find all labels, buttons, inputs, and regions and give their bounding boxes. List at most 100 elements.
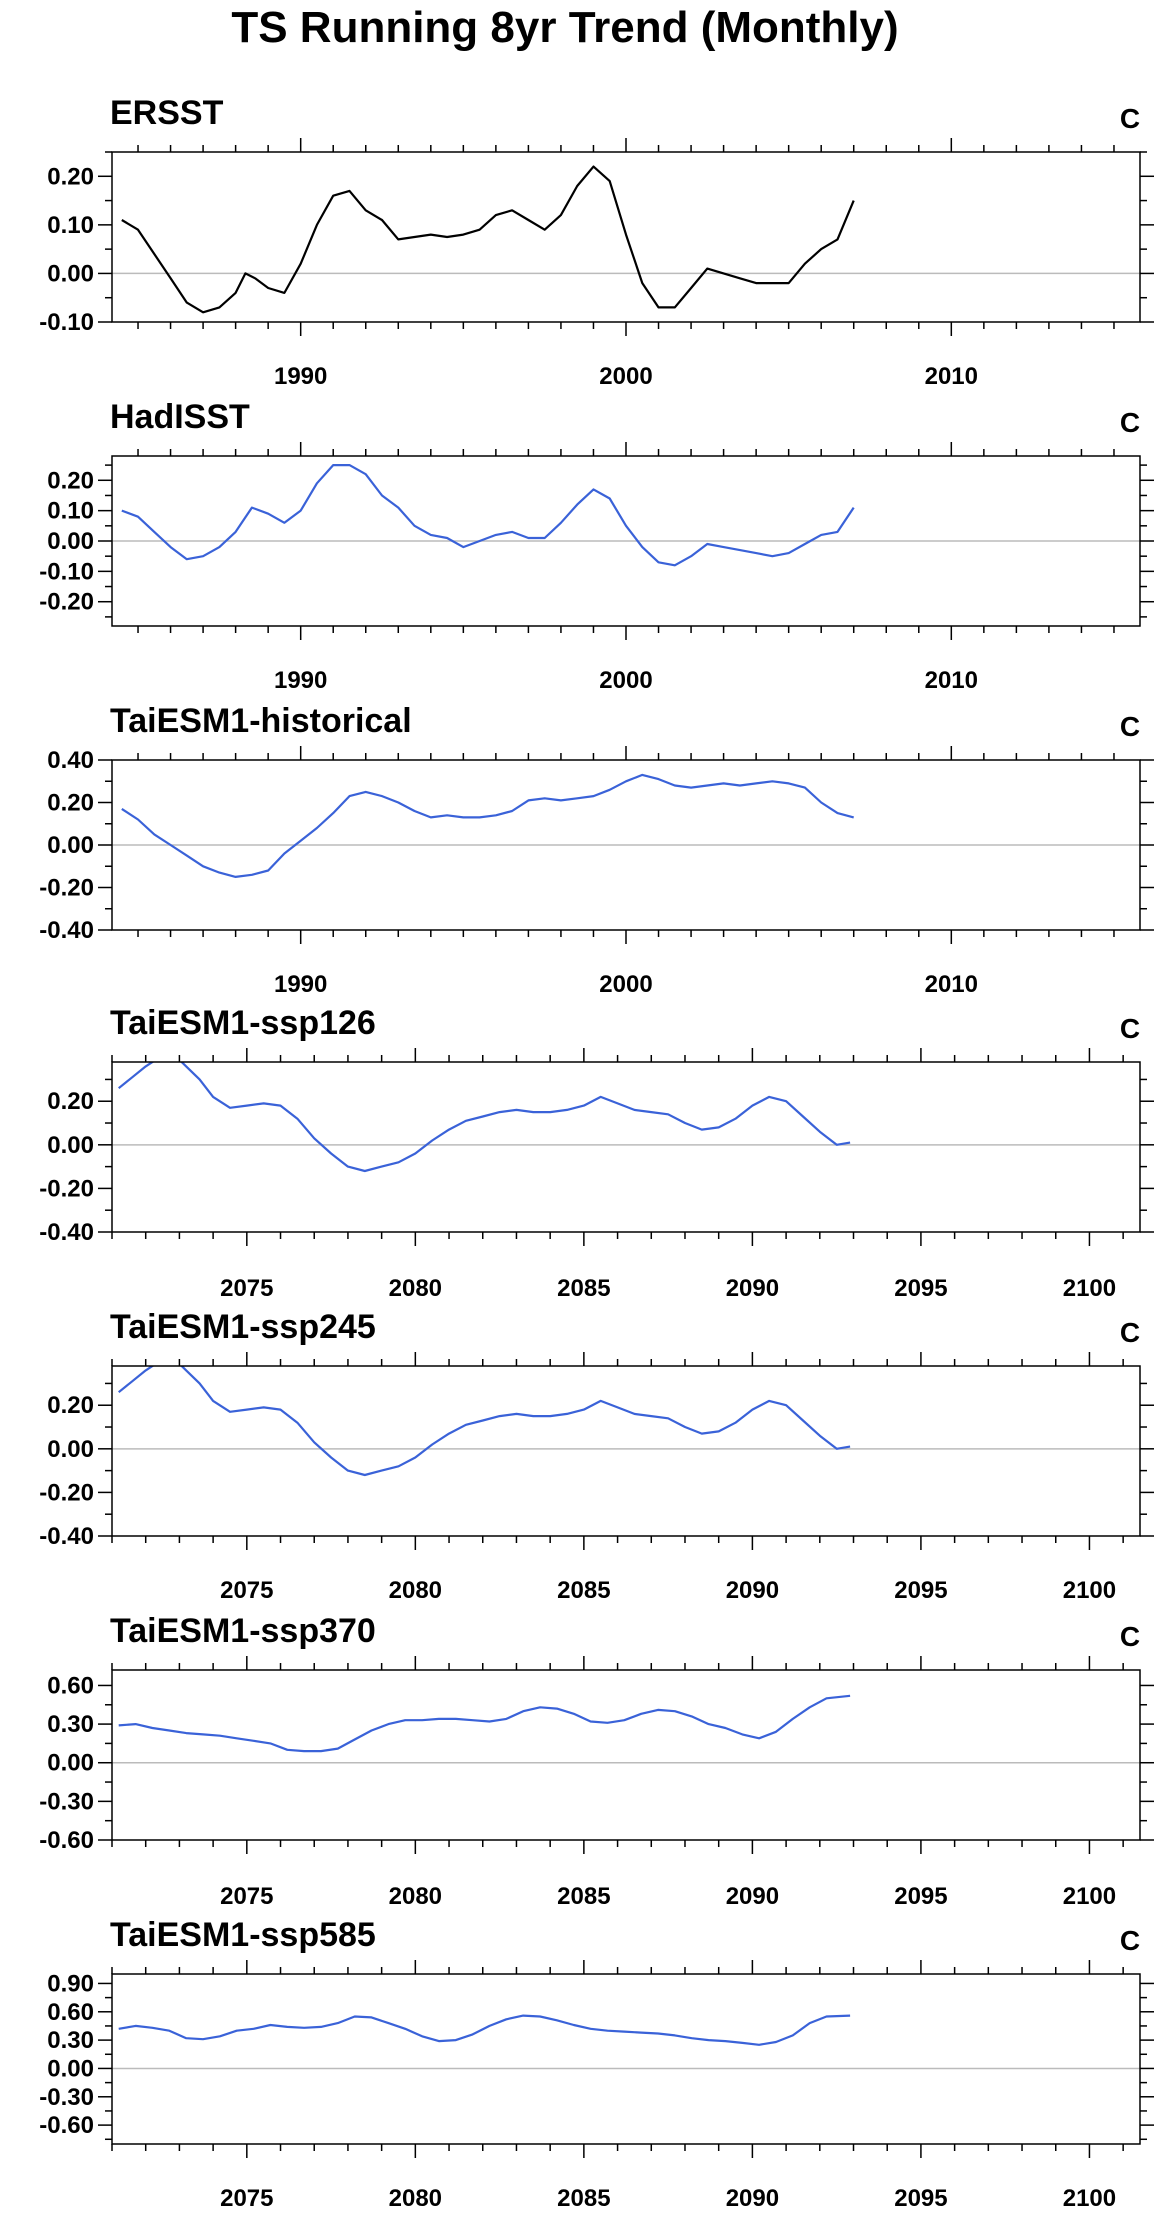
series-line [118, 1694, 851, 1753]
plot-frame [111, 1365, 1141, 1537]
plot-frame [111, 1669, 1141, 1841]
y-tick-label: 0.20 [47, 467, 94, 494]
series-line [118, 2014, 851, 2046]
panel-1: ERSST C 1990 2000 2010 -0.10 0.00 0.10 0.20 [39, 94, 1154, 390]
y-tick-label: 0.00 [47, 1132, 94, 1159]
x-tick-label: 2090 [726, 1275, 779, 1302]
y-tick-label: -0.10 [39, 558, 94, 585]
panel-title: TaiESM1-historical [110, 702, 412, 740]
x-tick-label: 1990 [274, 363, 327, 390]
x-tick-label: 2090 [726, 1577, 779, 1604]
x-tick-label: 2080 [389, 2185, 442, 2212]
x-tick-label: 2100 [1063, 2185, 1116, 2212]
y-tick-label: -0.40 [39, 1523, 94, 1550]
plot-frame [111, 1973, 1141, 2145]
plot-frame [111, 151, 1141, 323]
y-tick-label: 0.40 [47, 747, 94, 774]
panel-3: TaiESM1-historical C 1990 2000 2010 -0.40 -0.2… [39, 702, 1154, 998]
series-line [121, 165, 855, 314]
y-tick-label: -0.10 [39, 309, 94, 336]
x-tick-label: 2095 [894, 1883, 947, 1910]
units-label: C [1120, 711, 1140, 742]
y-tick-label: -0.40 [39, 1219, 94, 1246]
x-tick-label: 2075 [220, 1883, 273, 1910]
y-tick-label: 0.30 [47, 1711, 94, 1738]
x-tick-label: 2095 [894, 1275, 947, 1302]
series-line [121, 464, 855, 567]
x-tick-label: 2000 [599, 363, 652, 390]
y-tick-label: -0.20 [39, 1175, 94, 1202]
units-label: C [1120, 1013, 1140, 1044]
x-tick-label: 2085 [557, 1275, 610, 1302]
figure-title: TS Running 8yr Trend (Monthly) [231, 3, 898, 52]
series-line [118, 1062, 851, 1173]
panel-6: TaiESM1-ssp370 C 2075 2080 2085 2090 2095 2100 -… [39, 1612, 1154, 1910]
y-tick-label: -0.20 [39, 1479, 94, 1506]
series-line [118, 1366, 851, 1477]
panel-title: TaiESM1-ssp585 [110, 1916, 376, 1954]
x-tick-label: 2085 [557, 1577, 610, 1604]
units-label: C [1120, 1925, 1140, 1956]
panel-2: HadISST C 1990 2000 2010 -0.20 -0.10 0.00 0.10 0.… [39, 398, 1154, 694]
x-tick-label: 2080 [389, 1577, 442, 1604]
x-tick-label: 1990 [274, 971, 327, 998]
x-tick-label: 2010 [925, 971, 978, 998]
panel-title: TaiESM1-ssp245 [110, 1308, 376, 1346]
y-tick-label: -0.30 [39, 1788, 94, 1815]
panel-title: ERSST [110, 94, 224, 132]
y-tick-label: 0.10 [47, 212, 94, 239]
y-tick-label: 0.60 [47, 1999, 94, 2026]
panel-4: TaiESM1-ssp126 C 2075 2080 2085 2090 2095 2100 -… [39, 1004, 1154, 1302]
y-tick-label: -0.60 [39, 2112, 94, 2139]
x-tick-label: 2075 [220, 2185, 273, 2212]
units-label: C [1120, 1621, 1140, 1652]
y-tick-label: 0.90 [47, 1970, 94, 1997]
units-label: C [1120, 1317, 1140, 1348]
y-tick-label: -0.60 [39, 1827, 94, 1854]
panel-title: TaiESM1-ssp370 [110, 1612, 376, 1650]
y-tick-label: 0.20 [47, 1392, 94, 1419]
y-tick-label: -0.20 [39, 589, 94, 616]
y-tick-label: 0.00 [47, 832, 94, 859]
y-tick-label: 0.10 [47, 498, 94, 525]
y-tick-label: 0.60 [47, 1672, 94, 1699]
y-tick-label: -0.20 [39, 875, 94, 902]
x-tick-label: 2090 [726, 2185, 779, 2212]
x-tick-label: 2000 [599, 971, 652, 998]
panel-title: HadISST [110, 398, 250, 436]
y-tick-label: 0.20 [47, 790, 94, 817]
y-tick-label: 0.30 [47, 2027, 94, 2054]
y-tick-label: 0.00 [47, 1750, 94, 1777]
x-tick-label: 2095 [894, 1577, 947, 1604]
plot-frame [111, 1061, 1141, 1233]
x-tick-label: 2010 [925, 363, 978, 390]
x-tick-label: 2000 [599, 667, 652, 694]
y-tick-label: 0.00 [47, 1436, 94, 1463]
y-tick-label: 0.00 [47, 528, 94, 555]
x-tick-label: 2100 [1063, 1883, 1116, 1910]
units-label: C [1120, 103, 1140, 134]
x-tick-label: 2100 [1063, 1577, 1116, 1604]
units-label: C [1120, 407, 1140, 438]
y-tick-label: 0.00 [47, 260, 94, 287]
plot-frame [111, 455, 1141, 627]
x-tick-label: 2100 [1063, 1275, 1116, 1302]
series-line [121, 773, 854, 879]
y-tick-label: -0.40 [39, 917, 94, 944]
y-tick-label: 0.20 [47, 1088, 94, 1115]
plot-frame [111, 759, 1141, 931]
y-tick-label: 0.20 [47, 163, 94, 190]
y-tick-label: -0.30 [39, 2084, 94, 2111]
x-tick-label: 2010 [925, 667, 978, 694]
panel-title: TaiESM1-ssp126 [110, 1004, 376, 1042]
x-tick-label: 1990 [274, 667, 327, 694]
panel-7: TaiESM1-ssp585 C 2075 2080 2085 2090 2095 2100 -… [39, 1916, 1154, 2212]
y-tick-label: 0.00 [47, 2055, 94, 2082]
x-tick-label: 2095 [894, 2185, 947, 2212]
x-tick-label: 2080 [389, 1883, 442, 1910]
x-tick-label: 2085 [557, 1883, 610, 1910]
x-tick-label: 2075 [220, 1577, 273, 1604]
x-tick-label: 2090 [726, 1883, 779, 1910]
